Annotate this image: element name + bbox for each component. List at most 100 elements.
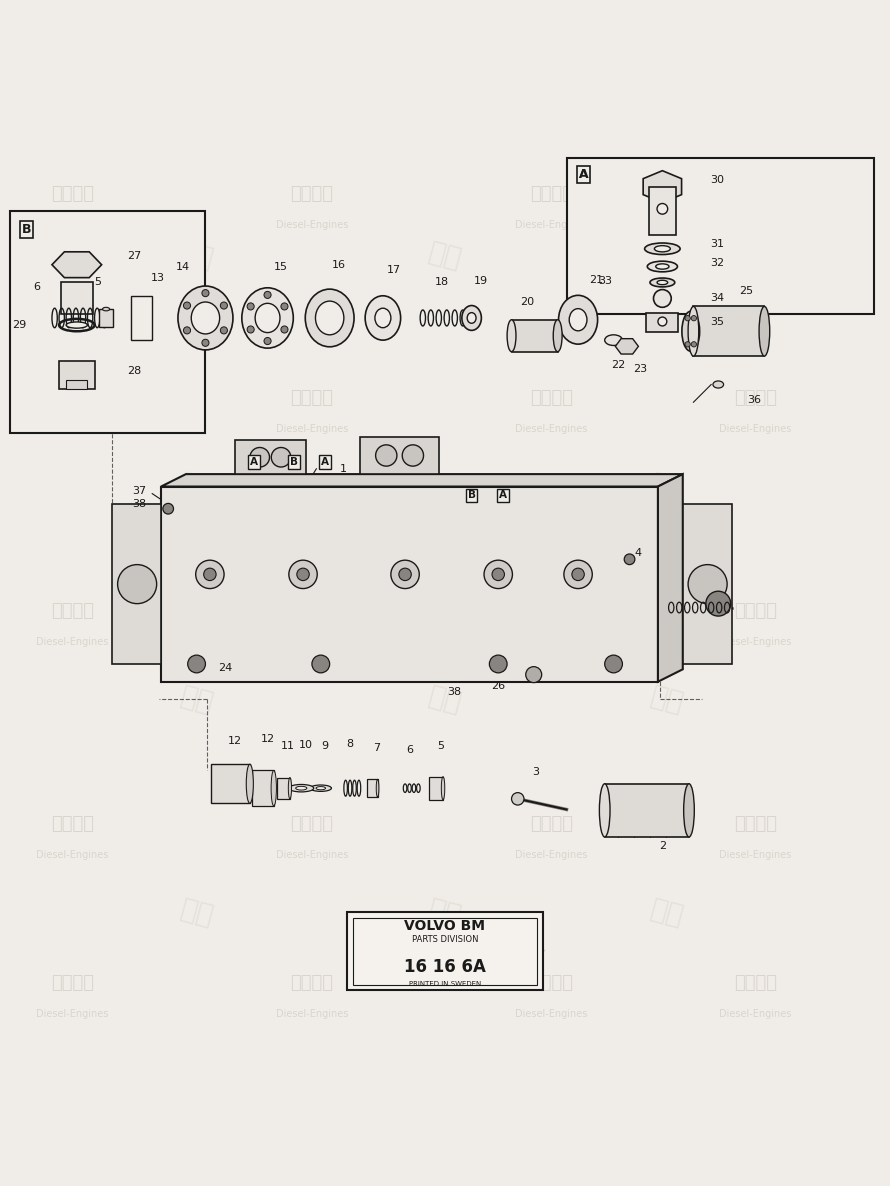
Circle shape xyxy=(658,317,667,326)
Ellipse shape xyxy=(684,784,694,837)
Bar xyxy=(512,320,558,352)
Polygon shape xyxy=(658,474,683,682)
Text: A: A xyxy=(498,490,506,500)
Circle shape xyxy=(247,326,255,333)
Text: Diesel-Engines: Diesel-Engines xyxy=(515,637,587,646)
Ellipse shape xyxy=(376,779,379,797)
Ellipse shape xyxy=(713,381,724,388)
Text: 25: 25 xyxy=(740,286,754,296)
Bar xyxy=(131,295,152,340)
Circle shape xyxy=(657,204,668,215)
Ellipse shape xyxy=(316,786,326,790)
Text: 5: 5 xyxy=(437,740,444,751)
Text: 动力: 动力 xyxy=(177,894,216,930)
Text: 动力: 动力 xyxy=(177,468,216,504)
Ellipse shape xyxy=(688,306,699,356)
Circle shape xyxy=(289,560,317,588)
Text: 聚发动力: 聚发动力 xyxy=(530,389,573,407)
Polygon shape xyxy=(52,251,101,278)
Text: 20: 20 xyxy=(521,296,535,307)
Text: 动力: 动力 xyxy=(647,894,686,930)
Text: Diesel-Engines: Diesel-Engines xyxy=(276,423,348,434)
Text: 32: 32 xyxy=(710,257,724,268)
Text: 26: 26 xyxy=(491,681,506,691)
Circle shape xyxy=(653,289,671,307)
Text: Diesel-Engines: Diesel-Engines xyxy=(515,849,587,860)
Bar xyxy=(11,211,206,433)
Ellipse shape xyxy=(289,784,313,792)
Circle shape xyxy=(202,339,209,346)
Text: 35: 35 xyxy=(710,317,724,326)
Text: 38: 38 xyxy=(447,688,461,697)
Text: 动力: 动力 xyxy=(425,682,465,718)
Ellipse shape xyxy=(650,278,675,287)
Text: 13: 13 xyxy=(150,273,165,283)
Circle shape xyxy=(402,445,424,466)
Text: 聚发动力: 聚发动力 xyxy=(734,601,777,620)
Text: Diesel-Engines: Diesel-Engines xyxy=(276,1009,348,1020)
Text: 聚发动力: 聚发动力 xyxy=(51,389,93,407)
Bar xyxy=(367,779,377,797)
Ellipse shape xyxy=(315,301,344,334)
Circle shape xyxy=(685,315,691,321)
Text: Diesel-Engines: Diesel-Engines xyxy=(36,219,109,230)
Text: Diesel-Engines: Diesel-Engines xyxy=(276,637,348,646)
Text: 聚发动力: 聚发动力 xyxy=(51,815,93,833)
Polygon shape xyxy=(161,474,683,486)
Bar xyxy=(112,504,161,664)
Text: 33: 33 xyxy=(598,275,611,286)
Text: 动力: 动力 xyxy=(425,468,465,504)
Text: Diesel-Engines: Diesel-Engines xyxy=(719,849,792,860)
Ellipse shape xyxy=(654,246,670,251)
Text: 14: 14 xyxy=(176,261,190,272)
Text: Diesel-Engines: Diesel-Engines xyxy=(719,219,792,230)
Text: 动力: 动力 xyxy=(177,682,216,718)
Ellipse shape xyxy=(604,334,622,345)
Text: 动力: 动力 xyxy=(425,894,465,930)
Circle shape xyxy=(204,568,216,581)
Ellipse shape xyxy=(657,280,668,285)
Circle shape xyxy=(692,342,697,347)
Text: 6: 6 xyxy=(34,282,40,292)
Text: 24: 24 xyxy=(218,663,232,674)
Circle shape xyxy=(706,592,731,616)
Circle shape xyxy=(271,447,291,467)
Bar xyxy=(568,158,873,313)
Bar xyxy=(235,440,306,474)
Circle shape xyxy=(297,568,309,581)
Circle shape xyxy=(202,289,209,296)
Bar xyxy=(61,282,93,313)
Bar xyxy=(347,912,543,990)
Ellipse shape xyxy=(559,295,597,344)
Ellipse shape xyxy=(288,778,292,799)
Text: Diesel-Engines: Diesel-Engines xyxy=(36,637,109,646)
Bar xyxy=(66,380,87,389)
Bar xyxy=(646,313,678,332)
Circle shape xyxy=(376,445,397,466)
Bar xyxy=(604,784,689,837)
Circle shape xyxy=(221,302,228,310)
Text: Diesel-Engines: Diesel-Engines xyxy=(515,423,587,434)
Bar xyxy=(161,486,658,682)
Circle shape xyxy=(221,327,228,334)
Text: 3: 3 xyxy=(532,767,539,777)
Text: VOLVO BM: VOLVO BM xyxy=(404,919,486,933)
Text: 21: 21 xyxy=(589,275,603,285)
Text: 28: 28 xyxy=(127,366,142,376)
Text: 5: 5 xyxy=(93,278,101,287)
Text: Diesel-Engines: Diesel-Engines xyxy=(276,219,348,230)
Circle shape xyxy=(264,292,271,299)
Ellipse shape xyxy=(305,289,354,346)
Text: 9: 9 xyxy=(321,741,328,752)
Text: 聚发动力: 聚发动力 xyxy=(290,389,334,407)
Bar xyxy=(352,918,538,986)
Circle shape xyxy=(564,560,592,588)
Circle shape xyxy=(183,327,190,334)
Text: 8: 8 xyxy=(346,739,353,748)
Bar xyxy=(99,310,113,327)
Text: 19: 19 xyxy=(473,275,488,286)
Ellipse shape xyxy=(271,771,277,806)
Circle shape xyxy=(490,655,507,672)
Circle shape xyxy=(492,568,505,581)
Text: A: A xyxy=(578,167,588,180)
